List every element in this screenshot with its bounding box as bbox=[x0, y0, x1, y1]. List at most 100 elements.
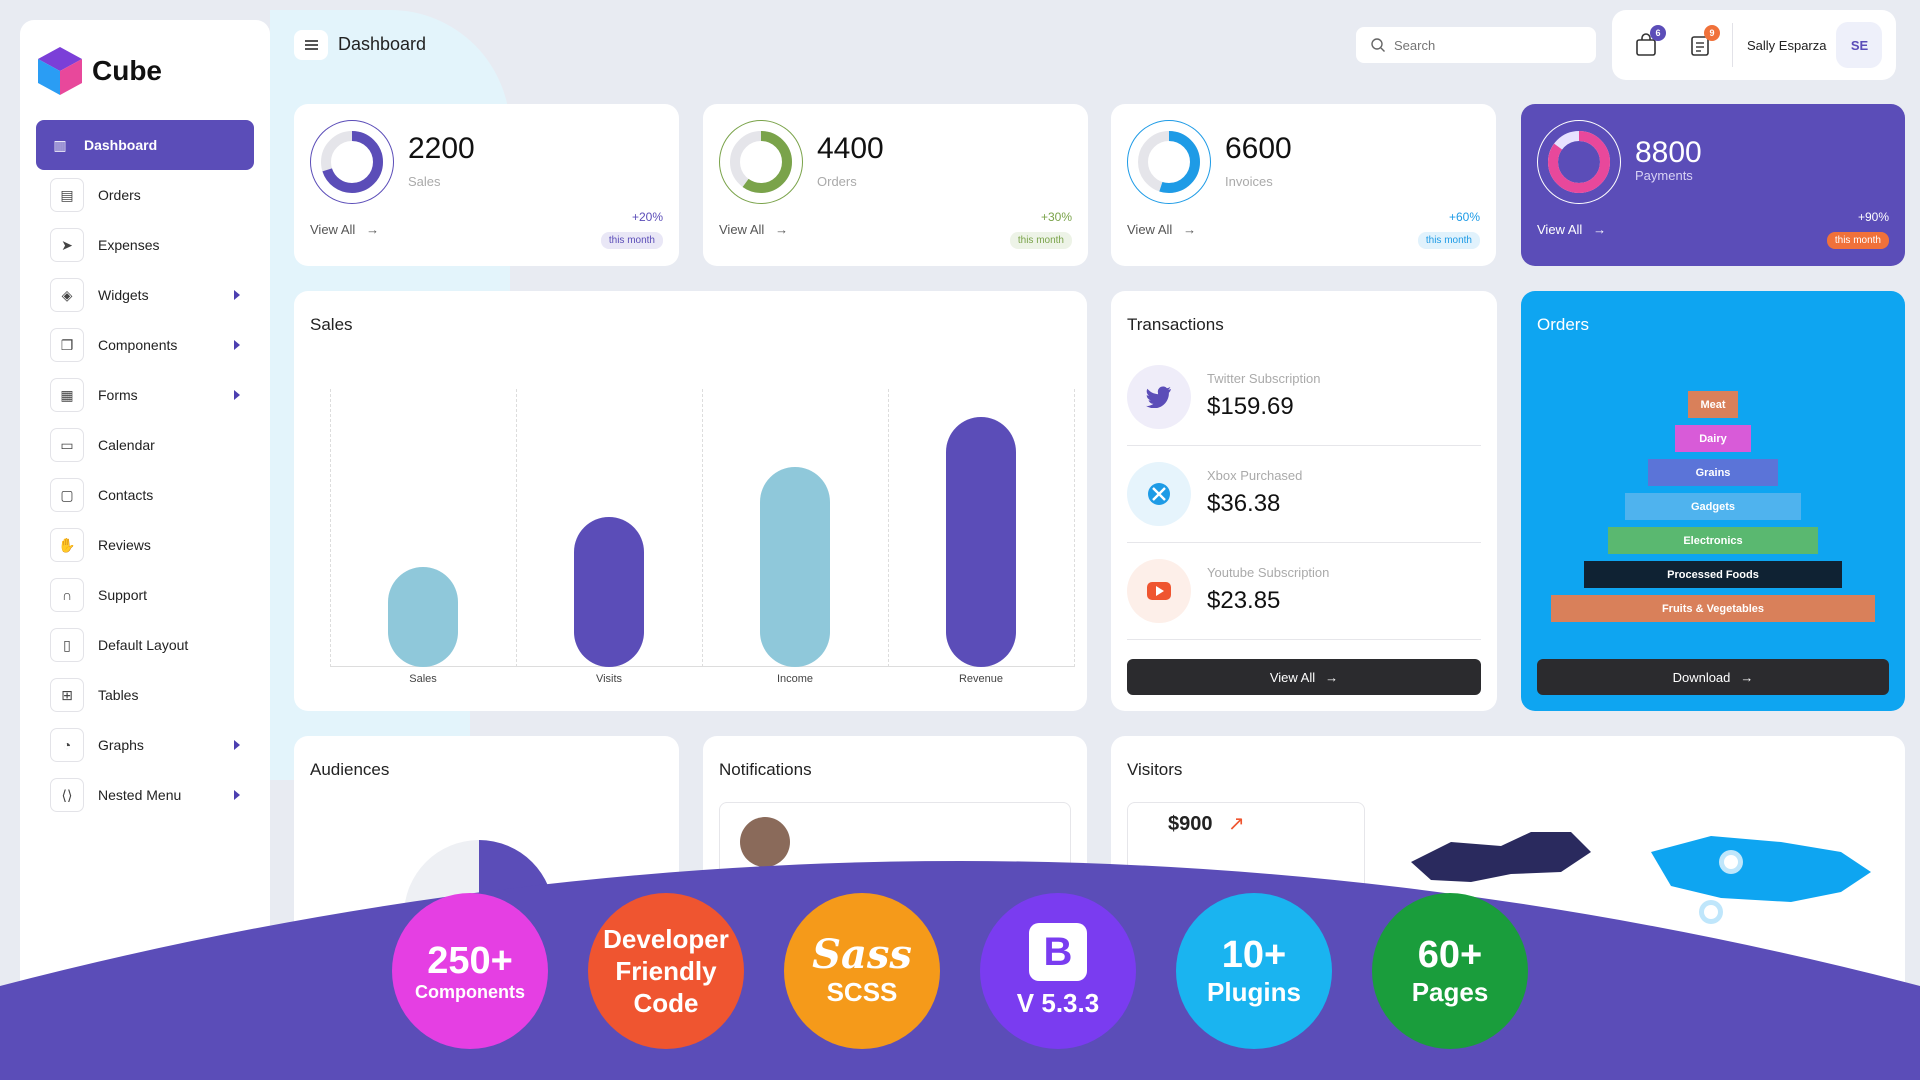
feature-badge: Sass SCSS bbox=[784, 893, 940, 1049]
sidebar-item-calendar[interactable]: ▭ Calendar bbox=[36, 420, 254, 470]
menu-toggle-button[interactable] bbox=[294, 30, 328, 60]
feature-title: 250+ bbox=[427, 939, 513, 982]
stat-view-all-link[interactable]: View All → bbox=[719, 222, 788, 237]
avatar[interactable]: SE bbox=[1836, 22, 1883, 68]
brand-name: Cube bbox=[92, 55, 162, 86]
transaction-amount: $159.69 bbox=[1207, 393, 1294, 420]
stat-view-all-link[interactable]: View All → bbox=[1537, 222, 1606, 237]
stat-card-sales: 2200 Sales View All → +20% this month bbox=[294, 104, 679, 266]
sidebar-item-tables[interactable]: ⊞ Tables bbox=[36, 670, 254, 720]
trend-up-icon: ↗ bbox=[1228, 813, 1245, 835]
xbox-icon bbox=[1127, 462, 1191, 526]
bar-label: Visits bbox=[595, 673, 623, 685]
sidebar-item-nested-menu[interactable]: ⟨⟩ Nested Menu bbox=[36, 770, 254, 820]
chart-gridline bbox=[888, 389, 889, 667]
stat-period-badge: this month bbox=[1826, 232, 1889, 249]
pyramid-tier[interactable]: Fruits & Vegetables bbox=[1551, 595, 1875, 622]
download-button[interactable]: Download → bbox=[1537, 659, 1889, 695]
stat-label: Payments bbox=[1635, 168, 1693, 183]
sidebar-item-contacts[interactable]: ▢ Contacts bbox=[36, 470, 254, 520]
bar-income[interactable] bbox=[760, 467, 830, 667]
sales-title: Sales bbox=[310, 315, 353, 334]
sidebar-item-default-layout[interactable]: ▯ Default Layout bbox=[36, 620, 254, 670]
folder-icon: ▢ bbox=[50, 478, 84, 512]
stat-change: +60% bbox=[1448, 210, 1480, 224]
sidebar-item-support[interactable]: ∩ Support bbox=[36, 570, 254, 620]
sidebar-item-components[interactable]: ❐ Components bbox=[36, 320, 254, 370]
shopping-bag-icon bbox=[1636, 33, 1656, 56]
sidebar-item-expenses[interactable]: ➤ Expenses bbox=[36, 220, 254, 270]
stat-view-all-link[interactable]: View All → bbox=[1127, 222, 1196, 237]
sidebar-item-reviews[interactable]: ✋ Reviews bbox=[36, 520, 254, 570]
sidebar-item-orders[interactable]: ▤ Orders bbox=[36, 170, 254, 220]
youtube-icon bbox=[1127, 559, 1191, 623]
caret-right-icon bbox=[234, 790, 240, 800]
sidebar-item-label: Tables bbox=[98, 687, 139, 703]
progress-ring bbox=[310, 120, 394, 204]
pyramid-tier[interactable]: Processed Foods bbox=[1584, 561, 1842, 588]
copy-icon: ❐ bbox=[50, 328, 84, 362]
transaction-row[interactable]: Xbox Purchased $36.38 bbox=[1127, 446, 1481, 543]
sidebar-item-label: Forms bbox=[98, 387, 138, 403]
archive-icon: ▤ bbox=[50, 178, 84, 212]
world-map bbox=[1411, 832, 1871, 924]
send-icon: ➤ bbox=[50, 228, 84, 262]
feature-title: Developer Friendly Code bbox=[603, 924, 729, 1018]
brand-logo[interactable]: Cube bbox=[20, 20, 270, 120]
progress-ring bbox=[1127, 120, 1211, 204]
stat-label: Sales bbox=[408, 174, 441, 189]
bar-revenue[interactable] bbox=[946, 417, 1016, 667]
feature-badge: 60+ Pages bbox=[1372, 893, 1528, 1049]
stat-value: 2200 bbox=[408, 132, 475, 165]
cart-button[interactable]: 6 bbox=[1632, 25, 1666, 59]
arrow-right-icon: → bbox=[1740, 669, 1754, 685]
notification-avatar bbox=[740, 817, 790, 867]
stat-period-badge: this month bbox=[600, 232, 663, 249]
audiences-title: Audiences bbox=[310, 760, 390, 779]
feature-subtitle: V 5.3.3 bbox=[1016, 988, 1100, 1018]
caret-right-icon bbox=[234, 340, 240, 350]
pyramid-tier[interactable]: Meat bbox=[1688, 391, 1738, 418]
notes-button[interactable]: 9 bbox=[1686, 25, 1720, 59]
feature-title: 10+ bbox=[1221, 934, 1287, 976]
clipboard-icon bbox=[1691, 36, 1709, 56]
search-box[interactable] bbox=[1356, 27, 1596, 63]
sidebar-item-label: Calendar bbox=[98, 437, 155, 453]
transaction-row[interactable]: Twitter Subscription $159.69 bbox=[1127, 349, 1481, 446]
sidebar-item-dashboard[interactable]: ▥ Dashboard bbox=[36, 120, 254, 170]
transaction-amount: $36.38 bbox=[1207, 490, 1281, 517]
view-all-label: View All bbox=[1269, 669, 1316, 685]
sidebar-item-label: Nested Menu bbox=[98, 787, 182, 803]
cube-icon: ◈ bbox=[50, 278, 84, 312]
notes-badge: 9 bbox=[1704, 25, 1720, 41]
pyramid-tier[interactable]: Grains bbox=[1648, 459, 1778, 486]
sidebar-item-widgets[interactable]: ◈ Widgets bbox=[36, 270, 254, 320]
transactions-card: Transactions Twitter Subscription $159.69… bbox=[1111, 291, 1497, 711]
user-name[interactable]: Sally Esparza bbox=[1747, 37, 1827, 53]
transactions-view-all-button[interactable]: View All → bbox=[1127, 659, 1481, 695]
bar-sales[interactable] bbox=[388, 567, 458, 667]
arrow-right-icon: → bbox=[767, 222, 789, 237]
feature-badge: Developer Friendly Code bbox=[588, 893, 744, 1049]
view-all-text: View All bbox=[1127, 222, 1173, 237]
bar-visits[interactable] bbox=[574, 517, 644, 667]
transaction-row[interactable]: Youtube Subscription $23.85 bbox=[1127, 543, 1481, 640]
header-actions: 6 9 Sally Esparza SE bbox=[1612, 10, 1896, 80]
bar-chart-icon: ▥ bbox=[53, 136, 67, 153]
pyramid-tier[interactable]: Electronics bbox=[1608, 527, 1818, 554]
chart-gridline bbox=[1074, 389, 1075, 667]
sidebar-item-forms[interactable]: ▦ Forms bbox=[36, 370, 254, 420]
feature-subtitle: Plugins bbox=[1207, 977, 1301, 1007]
stat-card-payments: 8800 Payments View All → +90% this month bbox=[1521, 104, 1905, 266]
sidebar: Cube ▥ Dashboard ▤ Orders ➤ Expenses ◈ Widgets ❐… bbox=[20, 20, 270, 1080]
pyramid-tier[interactable]: Dairy bbox=[1675, 425, 1751, 452]
stat-view-all-link[interactable]: View All → bbox=[310, 222, 379, 237]
pyramid-tier[interactable]: Gadgets bbox=[1625, 493, 1801, 520]
feature-title: 60+ bbox=[1417, 934, 1483, 976]
stat-card-invoices: 6600 Invoices View All → +60% this month bbox=[1111, 104, 1496, 266]
sidebar-item-graphs[interactable]: ◔ Graphs bbox=[36, 720, 254, 770]
orders-card: Orders Meat Dairy Grains Gadgets Electronics… bbox=[1521, 291, 1905, 711]
search-input[interactable] bbox=[1394, 37, 1574, 53]
arrow-right-icon: → bbox=[1585, 222, 1607, 237]
bar-label: Revenue bbox=[958, 673, 1004, 685]
